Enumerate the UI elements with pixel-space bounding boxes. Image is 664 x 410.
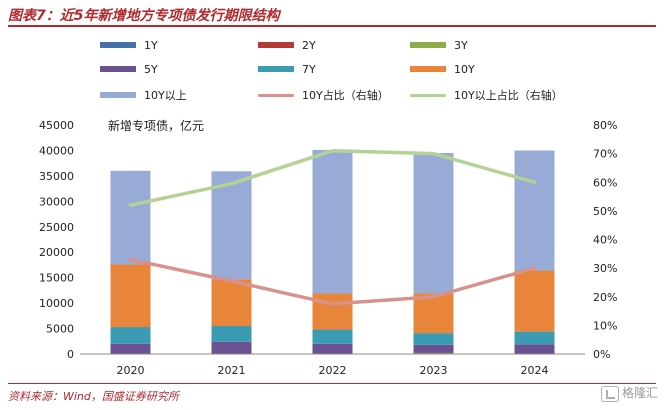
legend-label-7y: 7Y: [302, 62, 316, 76]
watermark-logo-icon: [600, 385, 619, 402]
bar-segment-2024-7Y: [514, 331, 555, 345]
legend-item-10y-plus-share: 10Y以上占比（右轴）: [410, 86, 563, 104]
right-axis-ticks: 0% 10% 20% 30% 40% 50% 60% 70% 80%: [593, 119, 617, 361]
y-tick-label: 25000: [39, 221, 74, 234]
y-tick-label: 15000: [39, 272, 74, 285]
y-tick-label: 45000: [39, 119, 74, 132]
bar-segment-2023-10Y: [413, 293, 454, 334]
legend-item-7y: 7Y: [258, 60, 316, 78]
legend-item-1y: 1Y: [100, 36, 158, 54]
legend-swatch-1y: [100, 42, 136, 48]
x-tick-label: 2022: [319, 364, 347, 377]
bar-marks: [110, 149, 555, 354]
legend-swatch-10y-plus: [100, 92, 136, 98]
legend-item-5y: 5Y: [100, 60, 158, 78]
legend-label-10y-plus-share: 10Y以上占比（右轴）: [454, 89, 563, 102]
watermark-text: 格隆汇: [621, 386, 658, 400]
legend-swatch-5y: [100, 66, 136, 72]
bar-segment-2022-7Y: [312, 329, 353, 344]
bar-segment-2024-5Y: [514, 344, 555, 354]
y-tick-label: 35000: [39, 170, 74, 183]
legend-label-2y: 2Y: [302, 38, 316, 52]
y-tick-label: 10000: [39, 297, 74, 310]
legend-line-10y-share: [258, 93, 294, 97]
line-series-10Y占比（右轴）: [128, 257, 537, 306]
y2-tick-label: 70%: [593, 148, 617, 161]
bar-segment-2021-10Y以上: [211, 171, 252, 280]
bar-segment-2024-10Y以上: [514, 150, 555, 271]
legend-item-2y: 2Y: [258, 36, 316, 54]
source-note: 资料来源：Wind，国盛证券研究所: [8, 390, 179, 403]
y-tick-label: 20000: [39, 246, 74, 259]
stacked-bar-chart: 0 5000 10000 15000 20000 25000 30000 35000 40000…: [39, 118, 617, 377]
legend-label-3y: 3Y: [454, 38, 468, 52]
footer-divider: [8, 383, 656, 384]
x-tick-label: 2024: [521, 364, 549, 377]
y2-tick-label: 80%: [593, 119, 617, 132]
legend-label-10y-plus: 10Y以上: [144, 89, 187, 102]
y2-tick-label: 20%: [593, 291, 617, 304]
bar-segment-2022-5Y: [312, 343, 353, 354]
line-marks: [128, 149, 537, 306]
x-tick-label: 2020: [117, 364, 145, 377]
watermark: 格隆汇: [600, 384, 658, 402]
bar-segment-2023-10Y以上: [413, 152, 454, 294]
chart-inner-title: 新增专项债，亿元: [108, 118, 204, 133]
legend-label-10y: 10Y: [454, 62, 475, 76]
title-divider: [8, 25, 656, 27]
bar-segment-2023-7Y: [413, 333, 454, 345]
legend-swatch-3y: [410, 42, 446, 48]
bar-segment-2023-3Y: [413, 352, 454, 354]
y2-tick-label: 60%: [593, 176, 617, 189]
bar-segment-2023-5Y: [413, 344, 454, 353]
legend-item-10y-plus: 10Y以上: [100, 86, 187, 104]
bar-segment-2020-7Y: [110, 327, 151, 344]
bar-segment-2022-10Y: [312, 293, 353, 330]
y2-tick-label: 40%: [593, 234, 617, 247]
y-tick-label: 0: [67, 348, 74, 361]
line-series-10Y以上占比（右轴）: [128, 149, 537, 207]
legend-swatch-7y: [258, 66, 294, 72]
bar-segment-2021-7Y: [211, 326, 252, 342]
x-tick-label: 2023: [420, 364, 448, 377]
bar-segment-2021-5Y: [211, 341, 252, 354]
chart-figure-title: 图表7：近5年新增地方专项债发行期限结构: [8, 8, 280, 24]
y-tick-label: 5000: [46, 323, 74, 336]
legend-swatch-10y: [410, 66, 446, 72]
y2-tick-label: 30%: [593, 262, 617, 275]
x-tick-label: 2021: [218, 364, 246, 377]
bar-segment-2020-10Y以上: [110, 170, 151, 265]
bar-segment-2021-10Y: [211, 279, 252, 327]
legend-label-5y: 5Y: [144, 62, 158, 76]
legend-item-10y: 10Y: [410, 60, 475, 78]
bar-segment-2020-5Y: [110, 343, 151, 354]
bar-segment-2022-10Y以上: [312, 149, 353, 294]
y2-tick-label: 50%: [593, 205, 617, 218]
chart-legend: 1Y 2Y 3Y 5Y 7Y 10Y 10Y以上 10Y占比（右轴） 10Y以上…: [100, 36, 660, 108]
legend-item-3y: 3Y: [410, 36, 468, 54]
bar-segment-2020-10Y: [110, 264, 151, 328]
title-bar: 图表7：近5年新增地方专项债发行期限结构: [8, 3, 656, 27]
left-axis-ticks: 0 5000 10000 15000 20000 25000 30000 35000 40000…: [39, 119, 74, 361]
y2-tick-label: 10%: [593, 319, 617, 332]
legend-label-1y: 1Y: [144, 38, 158, 52]
legend-item-10y-share: 10Y占比（右轴）: [258, 86, 389, 104]
y-tick-label: 40000: [39, 144, 74, 157]
legend-label-10y-share: 10Y占比（右轴）: [302, 89, 389, 102]
legend-swatch-2y: [258, 42, 294, 48]
x-axis-labels: 2020 2021 2022 2023 2024: [117, 364, 549, 377]
y2-tick-label: 0%: [593, 348, 610, 361]
bar-segment-2024-10Y: [514, 270, 555, 332]
legend-line-10y-plus-share: [410, 93, 446, 97]
y-tick-label: 30000: [39, 195, 74, 208]
